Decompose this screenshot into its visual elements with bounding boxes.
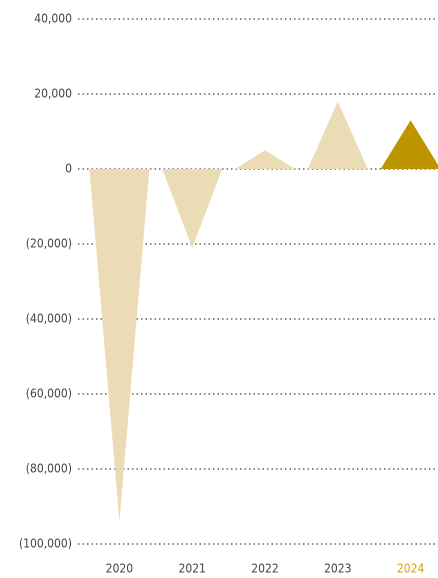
x-tick-label: 2020 [106,562,134,576]
y-tick-label: (100,000) [19,537,72,551]
x-tick-label: 2024 [397,562,425,576]
bar [162,169,223,248]
bar [235,150,295,169]
y-tick-label: 0 [65,162,72,176]
bar [89,169,150,522]
y-tick-label: 40,000 [34,12,72,26]
y-tick-label: (20,000) [26,237,72,251]
y-tick-label: 20,000 [34,87,72,101]
x-tick-label: 2022 [251,562,278,576]
y-tick-label: (60,000) [26,387,72,401]
bar [380,120,438,169]
y-tick-label: (80,000) [26,462,72,476]
x-tick-label: 2021 [178,562,205,576]
x-tick-label: 2023 [324,562,351,576]
bar [307,101,368,169]
y-tick-label: (40,000) [26,312,72,326]
